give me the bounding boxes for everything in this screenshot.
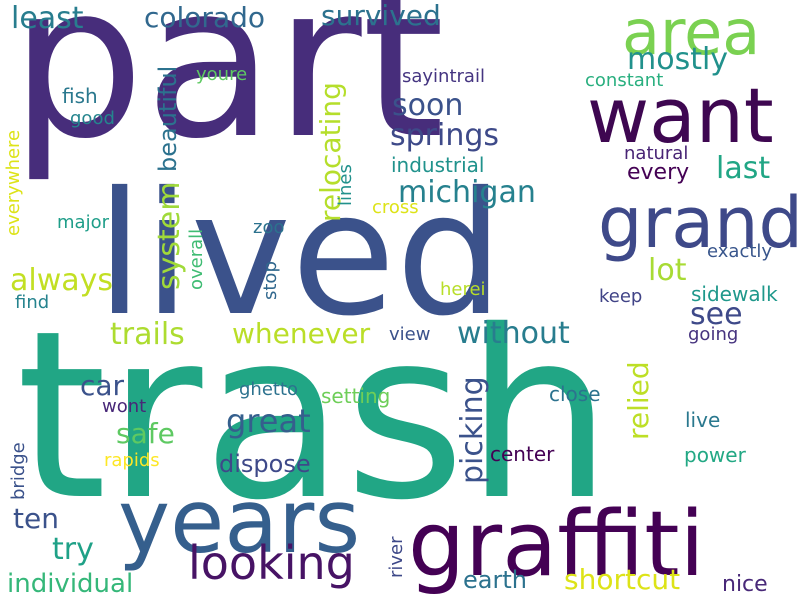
cloud-word: last bbox=[716, 151, 771, 186]
cloud-word: soon bbox=[392, 88, 464, 123]
cloud-word: rapids bbox=[104, 450, 160, 471]
cloud-word: trash bbox=[16, 281, 613, 551]
cloud-word: bridge bbox=[8, 442, 29, 500]
cloud-word: always bbox=[10, 263, 114, 298]
cloud-word: beautiful bbox=[154, 65, 182, 172]
cloud-word: looking bbox=[188, 536, 355, 590]
cloud-word: cross bbox=[372, 197, 419, 218]
cloud-word: trails bbox=[110, 317, 185, 352]
cloud-word: want bbox=[587, 71, 774, 160]
cloud-word: sayintrail bbox=[402, 66, 485, 87]
cloud-word: zoo bbox=[253, 217, 285, 238]
cloud-word: relied bbox=[622, 361, 655, 440]
cloud-word: natural bbox=[624, 143, 689, 164]
cloud-word: ghetto bbox=[239, 379, 299, 400]
cloud-word: find bbox=[15, 292, 50, 313]
cloud-word: river bbox=[386, 536, 407, 578]
cloud-word: mostly bbox=[627, 42, 729, 77]
cloud-word: going bbox=[688, 324, 739, 345]
cloud-word: major bbox=[57, 212, 109, 233]
cloud-word: stop bbox=[260, 261, 281, 300]
cloud-word: survived bbox=[321, 0, 441, 32]
cloud-word: overall bbox=[186, 228, 207, 290]
cloud-word: safe bbox=[116, 417, 175, 450]
cloud-word: michigan bbox=[398, 175, 536, 210]
cloud-word: keep bbox=[599, 286, 643, 307]
cloud-word: lines bbox=[335, 164, 356, 206]
cloud-word: springs bbox=[390, 118, 500, 153]
cloud-word: picking bbox=[455, 376, 490, 484]
cloud-word: exactly bbox=[707, 241, 773, 262]
cloud-word: least bbox=[11, 1, 84, 36]
cloud-word: years bbox=[118, 470, 361, 573]
cloud-word: wont bbox=[102, 396, 147, 417]
cloud-word: colorado bbox=[144, 1, 266, 34]
cloud-word: dispose bbox=[219, 450, 311, 478]
cloud-word: ten bbox=[13, 502, 59, 535]
cloud-word: area bbox=[622, 0, 761, 69]
cloud-word: try bbox=[52, 532, 94, 567]
cloud-word: sidewalk bbox=[691, 282, 778, 306]
cloud-word: center bbox=[490, 442, 555, 466]
cloud-word: graffiti bbox=[408, 492, 705, 597]
cloud-word: herei bbox=[440, 279, 486, 300]
cloud-word: view bbox=[389, 324, 431, 345]
cloud-word: fish bbox=[62, 84, 98, 108]
cloud-word: youre bbox=[196, 64, 248, 85]
cloud-word: great bbox=[226, 402, 311, 440]
cloud-word: everywhere bbox=[3, 129, 24, 236]
cloud-word: lot bbox=[648, 253, 687, 288]
cloud-word: grand bbox=[598, 182, 800, 264]
cloud-word: good bbox=[70, 108, 115, 129]
cloud-word: close bbox=[549, 382, 601, 406]
cloud-word: without bbox=[457, 316, 570, 351]
cloud-word: shortcut bbox=[564, 563, 681, 596]
cloud-word: nice bbox=[722, 572, 768, 597]
cloud-word: every bbox=[627, 160, 690, 185]
cloud-word: part bbox=[10, 0, 445, 185]
cloud-word: system bbox=[152, 181, 187, 290]
cloud-word: constant bbox=[585, 70, 664, 91]
cloud-word: power bbox=[684, 443, 746, 467]
cloud-word: lived bbox=[96, 156, 504, 354]
cloud-word: industrial bbox=[391, 153, 485, 177]
cloud-word: whenever bbox=[232, 317, 371, 350]
cloud-word: earth bbox=[463, 566, 527, 594]
cloud-word: live bbox=[685, 408, 721, 432]
cloud-word: car bbox=[80, 369, 125, 402]
cloud-word: individual bbox=[7, 569, 134, 599]
cloud-word: see bbox=[690, 297, 743, 332]
cloud-word: setting bbox=[321, 384, 391, 408]
